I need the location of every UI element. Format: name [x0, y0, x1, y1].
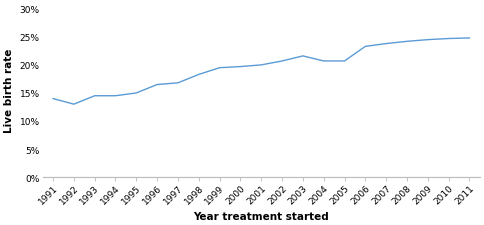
X-axis label: Year treatment started: Year treatment started: [193, 211, 329, 221]
Y-axis label: Live birth rate: Live birth rate: [4, 49, 14, 133]
